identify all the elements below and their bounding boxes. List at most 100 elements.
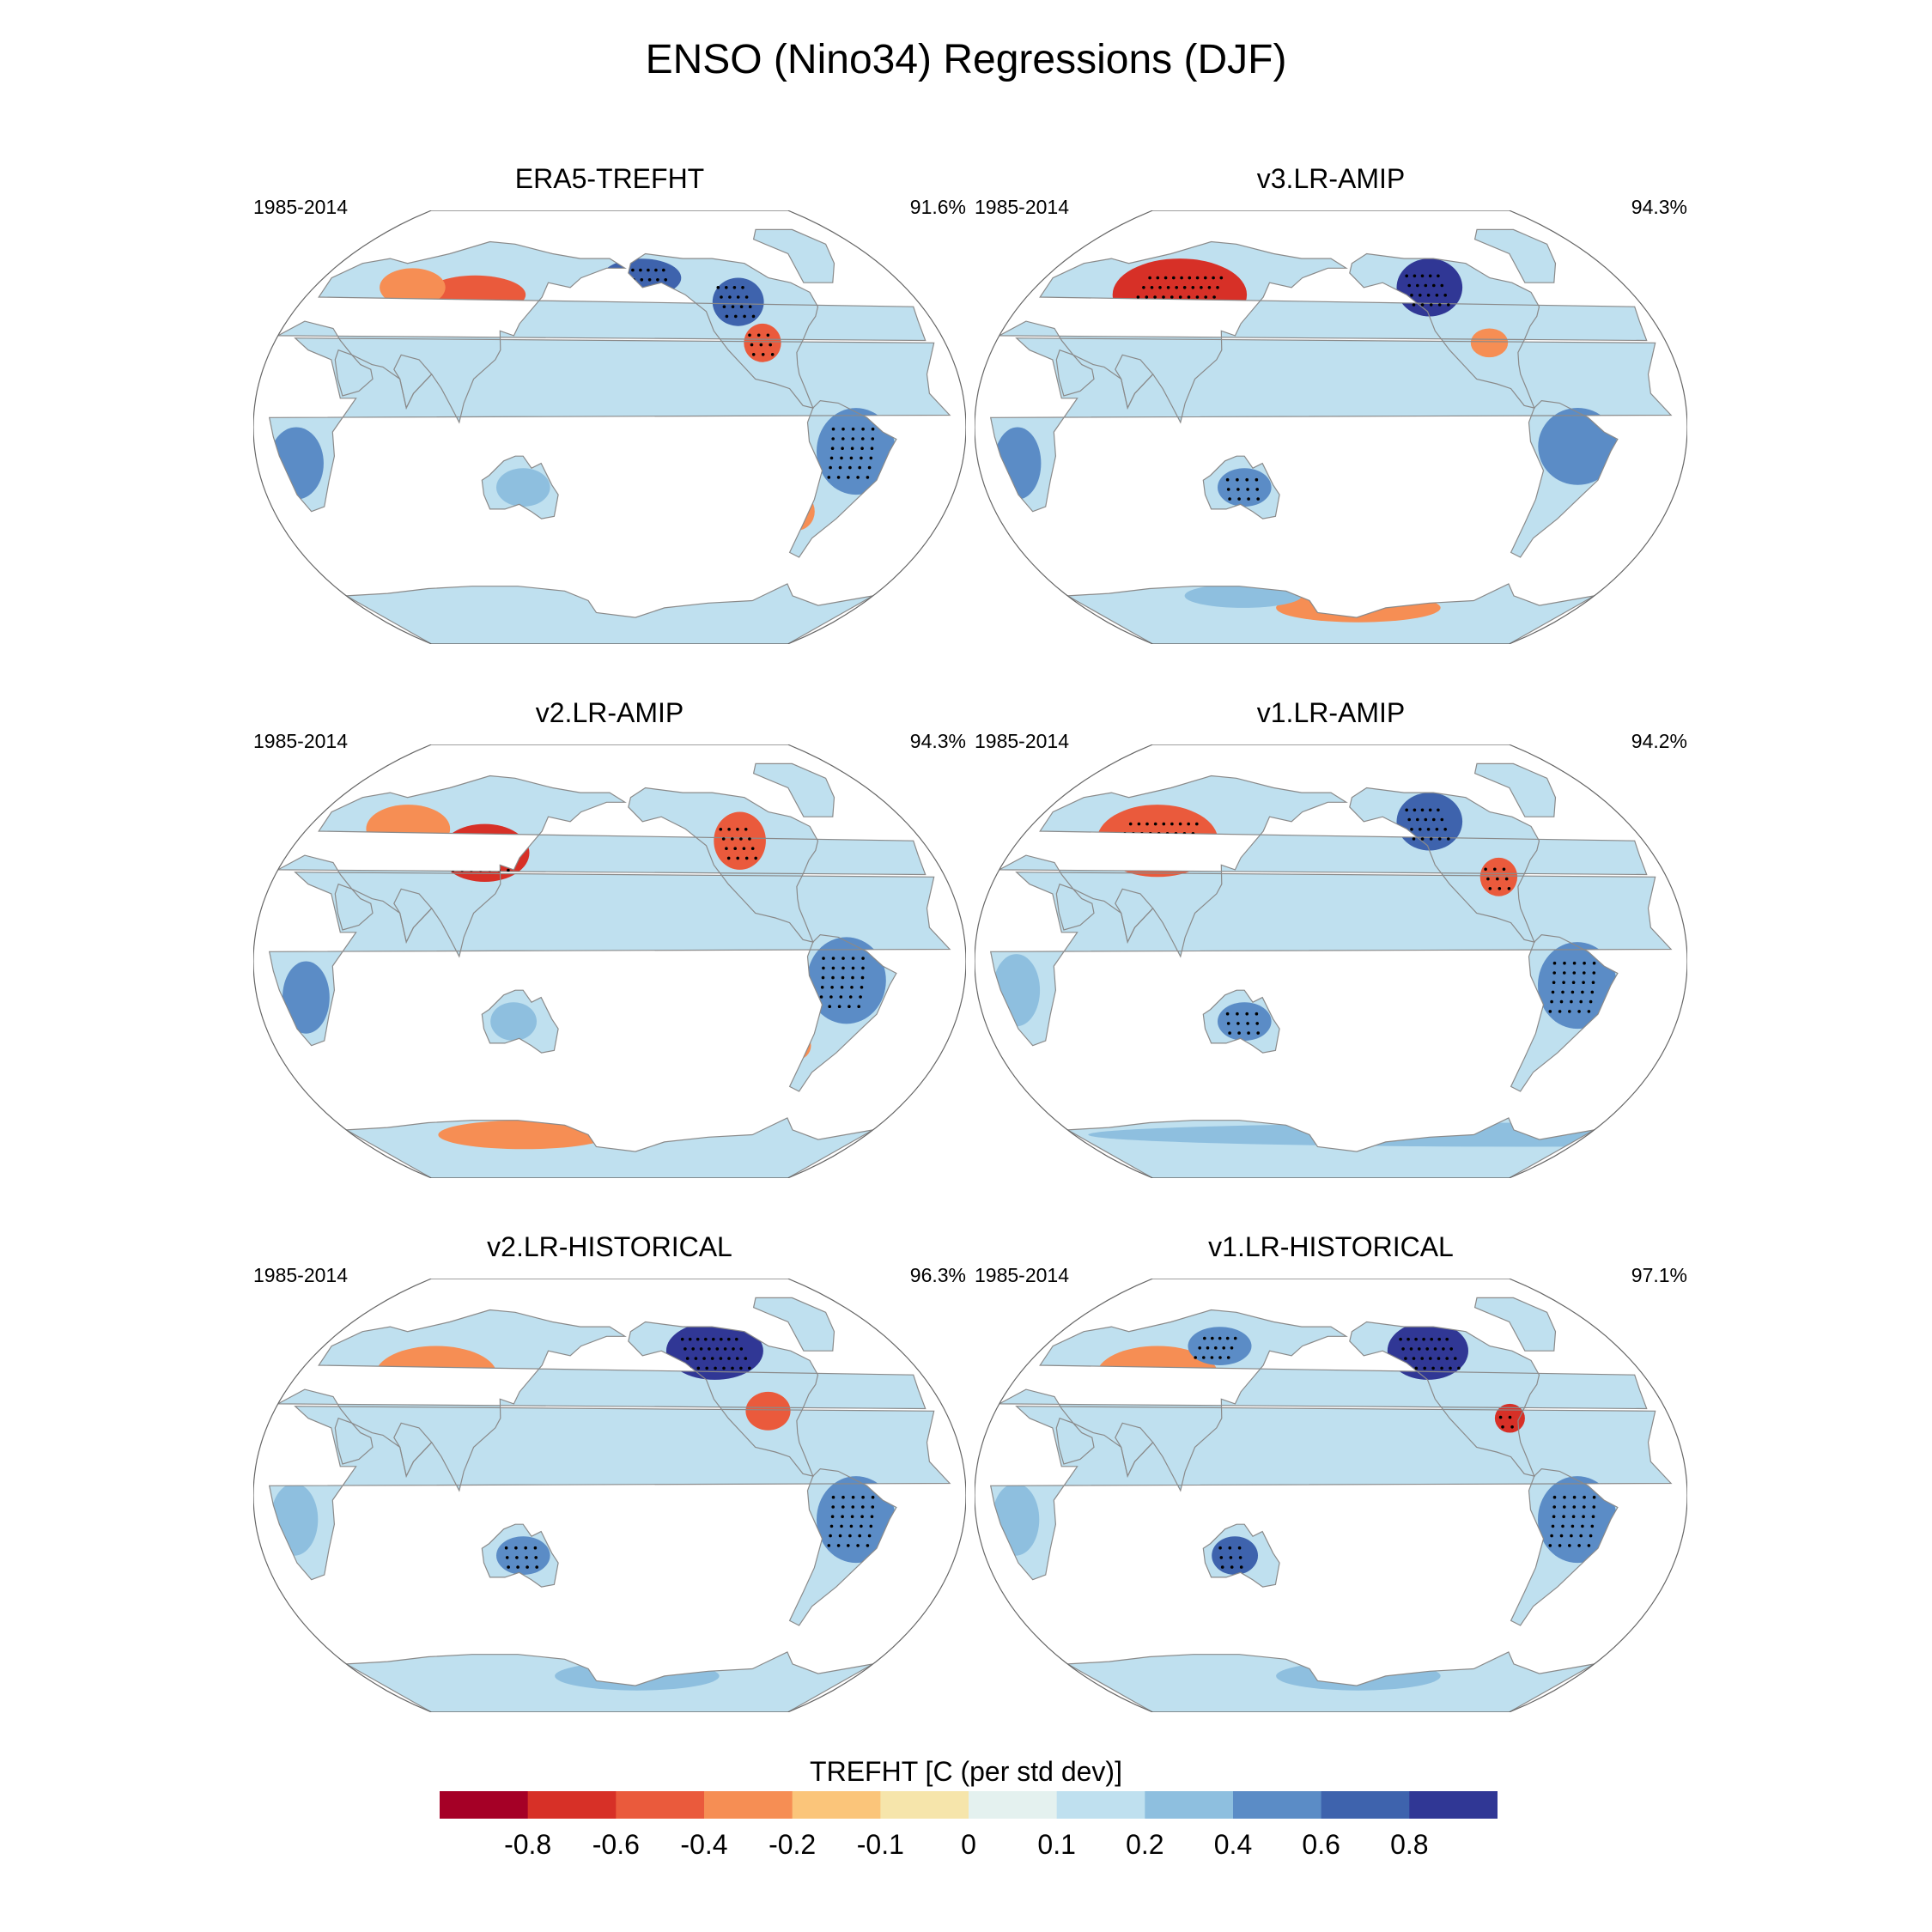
significance-dot: [1230, 1565, 1234, 1569]
significance-dot: [1212, 295, 1216, 299]
significance-dot: [1583, 961, 1586, 965]
significance-dot: [1583, 971, 1586, 975]
panel-title: v1.LR-HISTORICAL: [1208, 1231, 1454, 1262]
significance-dot: [1187, 295, 1191, 299]
significance-dot: [1228, 497, 1231, 501]
significance-dot: [685, 1357, 690, 1360]
significance-dot: [1570, 1534, 1573, 1538]
significance-dot: [1237, 497, 1241, 501]
significance-dot: [829, 995, 833, 999]
significance-dot: [1443, 294, 1447, 297]
colorbar-tick-label: 0.8: [1390, 1829, 1429, 1860]
significance-dot: [1255, 1022, 1259, 1025]
significance-dot: [1420, 303, 1425, 307]
significance-dot: [860, 447, 864, 450]
map-outline: [253, 210, 966, 644]
significance-dot: [1429, 1357, 1432, 1360]
significance-dot: [1233, 1336, 1237, 1340]
colorbar-swatch: [1145, 1791, 1234, 1819]
significance-dot: [1562, 1515, 1565, 1518]
significance-dot: [869, 456, 873, 460]
significance-dot: [839, 995, 843, 999]
significance-dot: [860, 456, 863, 460]
significance-dot: [714, 1366, 717, 1370]
panel-percent: 94.3%: [909, 730, 966, 752]
significance-dot: [851, 957, 855, 960]
significance-dot: [1206, 1346, 1210, 1350]
significance-dot: [1412, 1357, 1416, 1360]
significance-dot: [848, 1534, 852, 1538]
significance-dot: [1428, 274, 1432, 278]
significance-dot: [1218, 1336, 1222, 1340]
significance-dot: [860, 975, 865, 980]
colorbar-swatch: [880, 1791, 969, 1819]
significance-dot: [856, 1544, 860, 1547]
significance-dot: [766, 333, 770, 337]
significance-dot: [1237, 1031, 1241, 1035]
significance-dot: [1225, 1012, 1230, 1016]
significance-dot: [1432, 283, 1436, 288]
colorbar: [440, 1791, 1498, 1819]
significance-dot: [1558, 1010, 1562, 1013]
significance-dot: [516, 1565, 519, 1569]
significance-dot: [1572, 971, 1577, 975]
panel-v1-lr-historical: v1.LR-HISTORICAL 1985-2014 97.1%: [975, 1231, 1687, 1712]
panel-title: v2.LR-AMIP: [535, 697, 684, 728]
significance-dot: [1430, 1337, 1433, 1341]
significance-dot: [727, 1357, 731, 1360]
significance-dot: [851, 1505, 855, 1509]
colorbar-swatch: [1233, 1791, 1322, 1819]
significance-dot: [1437, 303, 1442, 307]
significance-dot: [727, 828, 731, 831]
significance-dot: [829, 1524, 834, 1528]
significance-dot: [1145, 295, 1149, 299]
map: [253, 1279, 966, 1712]
significance-dot: [1256, 497, 1260, 501]
significance-dot: [1457, 1366, 1461, 1370]
coastline: [1349, 1321, 1540, 1477]
significance-dot: [739, 1366, 743, 1370]
significance-dot: [720, 295, 723, 299]
colorbar-tick-label: 0: [961, 1829, 976, 1860]
significance-dot: [1568, 1544, 1571, 1547]
significance-dot: [1419, 294, 1422, 297]
significance-dot: [1229, 1556, 1233, 1559]
significance-dot: [827, 476, 831, 479]
panel-v2-lr-amip: v2.LR-AMIP 1985-2014 94.3%: [253, 697, 966, 1178]
significance-dot: [759, 343, 763, 347]
significance-dot: [1592, 1505, 1596, 1509]
map: [253, 210, 966, 644]
significance-dot: [736, 856, 739, 860]
significance-dot: [859, 995, 862, 999]
coastline: [334, 883, 374, 931]
significance-dot: [848, 1005, 851, 1008]
significance-dot: [728, 295, 732, 299]
map: [975, 744, 1687, 1178]
significance-dot: [1583, 1505, 1586, 1509]
significance-dot: [1163, 276, 1168, 280]
significance-dot: [851, 975, 854, 980]
coastline: [1202, 455, 1280, 519]
significance-dot: [1426, 294, 1431, 297]
colorbar-tick-label: 0.6: [1302, 1829, 1340, 1860]
significance-dot: [515, 1556, 519, 1559]
significance-dot: [725, 314, 729, 319]
significance-dot: [1581, 990, 1584, 994]
map: [975, 210, 1687, 644]
colorbar-swatch: [792, 1791, 881, 1819]
significance-dot: [1412, 837, 1416, 841]
regression-patch: [1188, 1327, 1252, 1365]
colorbar-tick-label: 0.4: [1213, 1829, 1253, 1860]
significance-dot: [1572, 1495, 1577, 1499]
coastline: [268, 1406, 951, 1581]
significance-dot: [1582, 1515, 1585, 1518]
significance-dot: [739, 837, 743, 841]
panel-percent: 94.2%: [1631, 730, 1687, 752]
significance-dot: [841, 427, 845, 431]
significance-dot: [841, 975, 845, 980]
coastline: [752, 228, 835, 283]
significance-dot: [871, 427, 875, 431]
significance-dot: [1440, 1366, 1443, 1370]
coastline: [1473, 228, 1557, 283]
significance-dot: [831, 966, 835, 970]
